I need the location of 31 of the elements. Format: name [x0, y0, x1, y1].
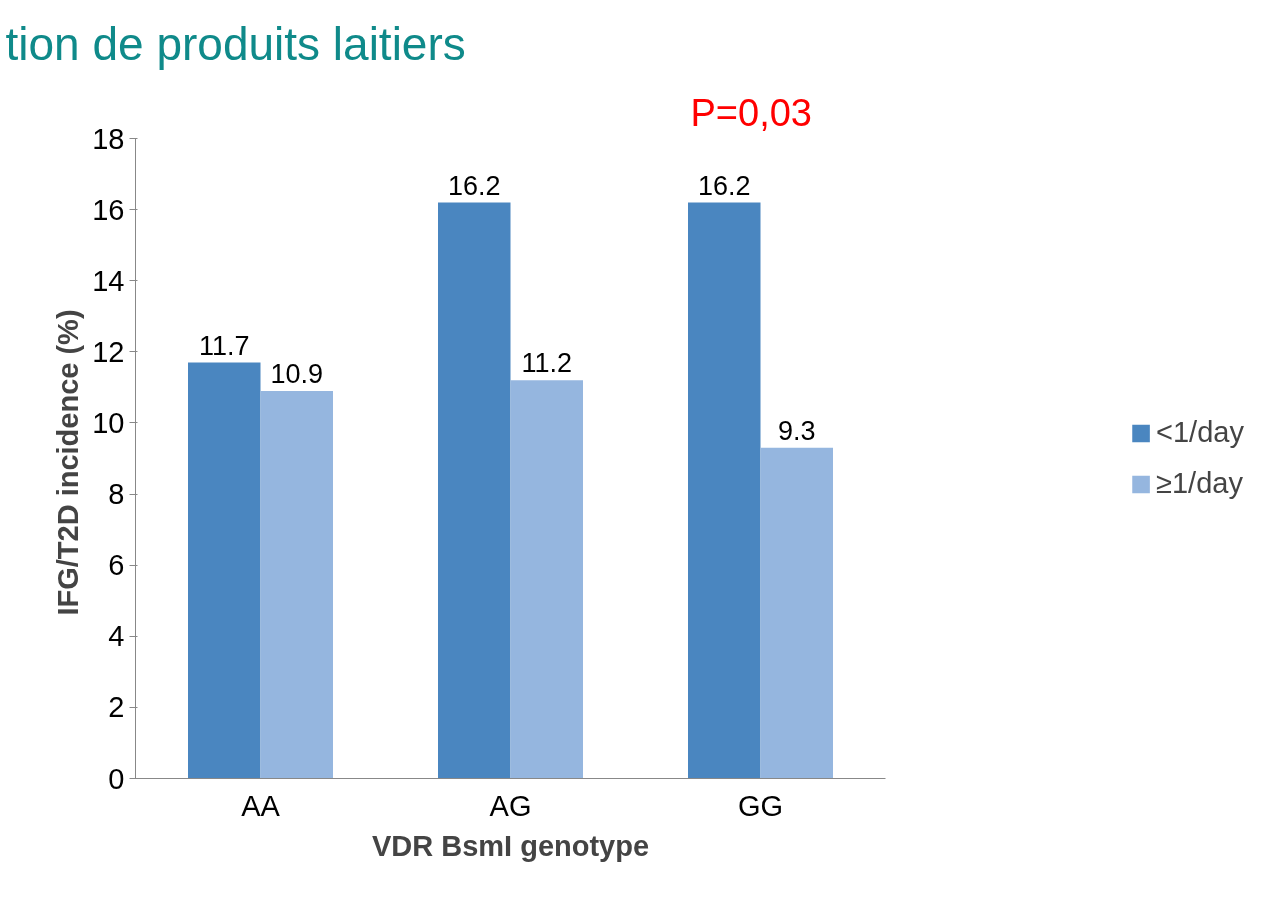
data-label: 16.2 [447, 170, 501, 201]
data-label: 9.3 [777, 415, 816, 446]
data-label: 11.2 [521, 348, 573, 379]
data-label: 11.7 [198, 330, 250, 361]
bar [438, 202, 511, 779]
y-tick-label: 10 [92, 406, 125, 439]
bar [188, 362, 261, 779]
y-tick-label: 16 [92, 193, 125, 226]
x-tick-label: GG [737, 789, 784, 822]
bar [260, 390, 333, 779]
text: P=0,03 [690, 91, 812, 134]
bar [760, 447, 833, 779]
y-axis-title: IFG/T2D incidence (%) [52, 309, 85, 616]
y-tick-label: 8 [108, 478, 125, 511]
data-label: 10.9 [270, 358, 324, 389]
y-tick-label: 4 [108, 620, 125, 653]
y-tick-label: 14 [92, 264, 125, 297]
x-tick-label: AG [489, 789, 532, 822]
y-tick-label: 12 [92, 335, 125, 368]
y-tick-label: 0 [108, 762, 125, 795]
x-tick-label: AA [241, 789, 281, 822]
y-tick-label: 18 [92, 122, 125, 155]
bar [688, 202, 761, 779]
legend-label: <1/day [1156, 416, 1244, 449]
data-label: 16.2 [697, 170, 751, 201]
x-axis-title: VDR BsmI genotype [371, 829, 650, 862]
y-tick-label: 2 [108, 691, 125, 724]
bar [510, 380, 583, 779]
chart-title: tion de produits laitiers [5, 17, 466, 70]
y-tick-label: 6 [108, 549, 125, 582]
legend-label: ≥1/day [1156, 467, 1243, 500]
